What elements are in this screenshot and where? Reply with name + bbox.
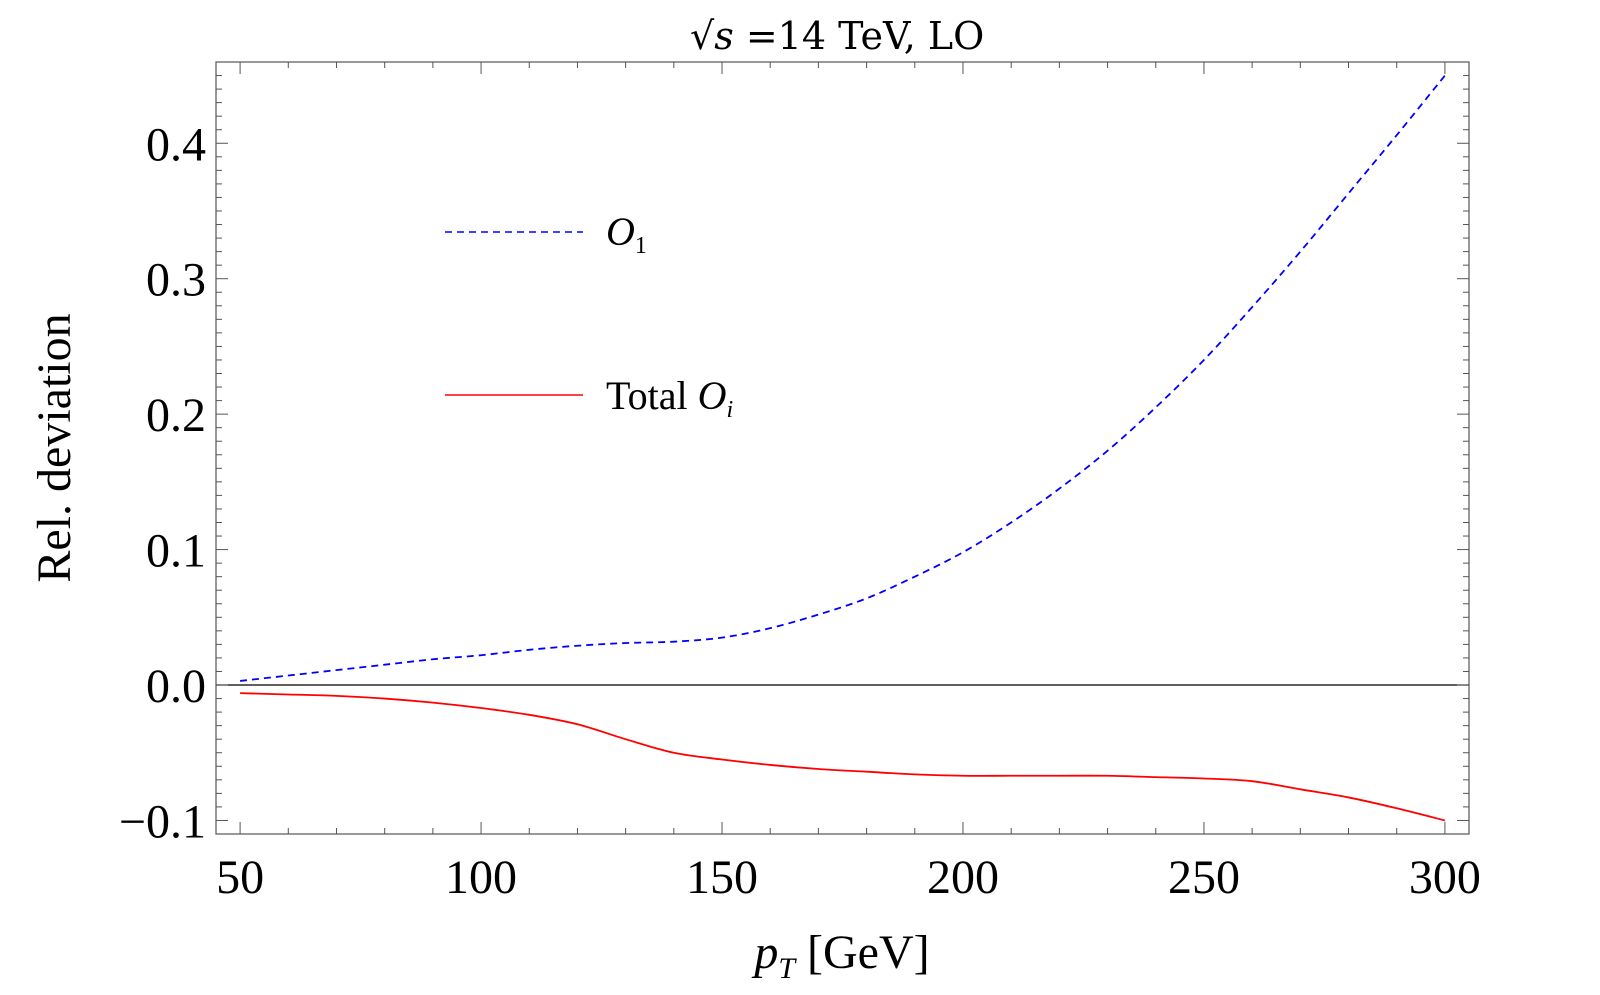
- x-tick-label: 250: [1168, 851, 1240, 904]
- axis-ticks: [216, 62, 1469, 835]
- x-tick-label: 300: [1409, 851, 1481, 904]
- title-radical: √: [690, 14, 715, 58]
- y-axis-label: Rel. deviation: [28, 313, 81, 582]
- y-tick-label: 0.1: [146, 525, 206, 578]
- y-tick-label: 0.3: [146, 254, 206, 307]
- series-line-o1: [239, 74, 1446, 682]
- x-tick-labels: 50 100 150 200 250 300: [216, 851, 1481, 904]
- series-group: [239, 74, 1446, 822]
- x-tick-label: 200: [927, 851, 999, 904]
- x-axis-label: pT [GeV]: [751, 926, 929, 985]
- y-tick-labels: −0.1 0.0 0.1 0.2 0.3 0.4: [119, 118, 206, 848]
- y-tick-label: −0.1: [119, 795, 206, 848]
- title-rest: =14 TeV, LO: [734, 14, 985, 58]
- series-line-total: [240, 692, 1446, 822]
- y-tick-label: 0.0: [146, 660, 206, 713]
- legend: O1 Total Oi: [445, 209, 733, 423]
- x-tick-label: 150: [686, 851, 758, 904]
- y-tick-label: 0.4: [146, 118, 206, 171]
- legend-label-total: Total Oi: [606, 373, 733, 423]
- x-tick-label: 100: [445, 851, 517, 904]
- y-tick-label: 0.2: [146, 389, 206, 442]
- plot-frame: [215, 61, 1470, 835]
- title-var: s: [714, 14, 734, 58]
- chart-title: √s =14 TeV, LO: [690, 14, 984, 58]
- x-tick-label: 50: [216, 851, 264, 904]
- legend-label-o1: O1: [606, 209, 647, 259]
